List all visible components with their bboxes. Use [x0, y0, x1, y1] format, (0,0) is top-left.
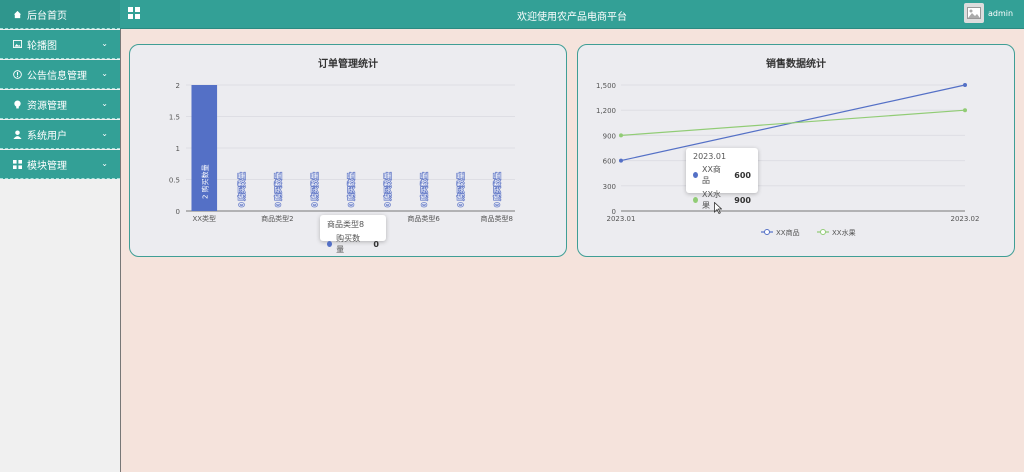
y-tick-label: 1 — [176, 145, 180, 153]
sales-chart-title: 销售数据统计 — [766, 59, 826, 70]
chevron-down-icon: ⌄ — [101, 69, 108, 78]
user-icon — [12, 129, 22, 139]
bulb-icon — [12, 99, 22, 109]
data-point[interactable] — [619, 133, 623, 138]
y-tick-label: 1,200 — [596, 107, 616, 115]
bar-tooltip-series: 购买数量 — [336, 234, 361, 254]
legend-marker-icon[interactable] — [820, 229, 826, 235]
sales-line-chart: 0 300 600 900 1,200 1,500 2023.01 2023.02 XX商品 XX… — [596, 82, 980, 237]
sidebar-item-label: 模块管理 — [27, 160, 67, 172]
data-point[interactable] — [619, 158, 623, 163]
bar-value-label: 0 购买数量 — [273, 172, 282, 207]
bar-tooltip-title: 商品类型8 — [327, 220, 365, 229]
x-tick-label: XX类型 — [192, 214, 216, 223]
sidebar-item-label: 轮播图 — [27, 40, 57, 52]
sidebar-item-5[interactable]: 模块管理 ⌄ — [0, 150, 120, 179]
sidebar-item-label: 后台首页 — [27, 10, 67, 22]
line-tooltip-name-1: XX商品 — [701, 165, 721, 185]
bar-value-label: 0 购买数量 — [493, 172, 502, 207]
line-tooltip: 2023.01 XX商品 600 XX水果 900 — [686, 148, 758, 210]
username[interactable]: admin — [988, 9, 1014, 18]
bar-value-label: 0 购买数量 — [347, 172, 356, 207]
bar-value-label: 0 购买数量 — [456, 172, 465, 207]
bar[interactable] — [191, 85, 218, 211]
sidebar-item-0[interactable]: 后台首页 — [0, 0, 120, 29]
chevron-down-icon: ⌄ — [101, 39, 108, 48]
image-icon — [12, 39, 22, 49]
y-tick-label: 600 — [603, 158, 616, 166]
info-circle-icon — [12, 69, 22, 79]
y-tick-label: 0 — [176, 208, 180, 216]
sidebar-item-label: 系统用户 — [27, 130, 67, 142]
avatar[interactable] — [964, 3, 984, 23]
home-icon — [12, 9, 22, 19]
line-tooltip-title: 2023.01 — [693, 152, 727, 161]
data-point[interactable] — [963, 83, 967, 87]
sidebar-item-4[interactable]: 系统用户 ⌄ — [0, 120, 120, 149]
order-bar-chart: 0 0.5 1 1.5 2 2 购买数量 0 购买数量 0 购买数量 0 购买数量 0 购买数量 0… — [169, 82, 515, 223]
y-tick-label: 1,500 — [596, 82, 616, 90]
x-tick-label: 2023.02 — [951, 215, 980, 223]
sidebar-item-label: 公告信息管理 — [27, 70, 87, 82]
series-dot-icon — [693, 197, 698, 203]
line-tooltip-value-1: 600 — [734, 170, 751, 180]
sidebar-item-3[interactable]: 资源管理 ⌄ — [0, 90, 120, 119]
chevron-down-icon: ⌄ — [101, 99, 108, 108]
series-dot-icon — [693, 172, 698, 178]
y-tick-label: 0.5 — [169, 177, 180, 185]
bar-tooltip: 商品类型8 购买数量 0 — [320, 215, 386, 254]
sales-stats-card: 销售数据统计 0 300 600 900 1,200 1,500 2023.01 2023.0… — [577, 44, 1015, 257]
legend-label[interactable]: XX商品 — [776, 228, 800, 237]
legend-marker-icon[interactable] — [764, 229, 770, 235]
chevron-down-icon: ⌄ — [101, 159, 108, 168]
x-tick-label: 商品类型6 — [407, 214, 440, 223]
y-tick-label: 300 — [603, 183, 616, 191]
sidebar-item-1[interactable]: 轮播图 ⌄ — [0, 30, 120, 59]
bar-value-label: 0 购买数量 — [383, 172, 392, 207]
line-tooltip-value-2: 900 — [734, 195, 751, 205]
x-tick-label: 商品类型8 — [480, 214, 512, 223]
x-tick-label: 2023.01 — [607, 215, 636, 223]
bar-value-label: 0 购买数量 — [420, 172, 429, 207]
grid-icon — [12, 159, 22, 169]
mouse-cursor-icon — [714, 202, 722, 214]
menu-toggle-icon[interactable] — [128, 7, 140, 19]
order-chart-title: 订单管理统计 — [318, 59, 378, 70]
x-tick-label: 商品类型2 — [261, 214, 293, 223]
bar-value-label: 0 购买数量 — [237, 172, 246, 207]
series-dot-icon — [327, 241, 333, 247]
top-header: 欢迎使用农产品电商平台 admin — [120, 0, 1024, 29]
legend-label[interactable]: XX水果 — [832, 228, 856, 237]
y-tick-label: 0 — [612, 208, 616, 216]
bar-value-label: 0 购买数量 — [310, 172, 319, 207]
y-tick-label: 900 — [603, 132, 616, 140]
data-point[interactable] — [963, 108, 967, 113]
line-tooltip-name-2: XX水果 — [701, 190, 721, 210]
series-line[interactable] — [620, 109, 966, 136]
sidebar-item-2[interactable]: 公告信息管理 ⌄ — [0, 60, 120, 89]
bar-value-label: 2 购买数量 — [200, 164, 209, 199]
image-placeholder-icon — [967, 7, 981, 19]
sidebar-menu: 后台首页轮播图 ⌄ 公告信息管理 ⌄ 资源管理 ⌄ 系统用户 ⌄ 模块管理 ⌄ — [0, 0, 120, 179]
sidebar-item-label: 资源管理 — [27, 100, 67, 112]
y-tick-label: 1.5 — [169, 114, 180, 122]
y-tick-label: 2 — [176, 82, 180, 90]
sidebar: 后台首页轮播图 ⌄ 公告信息管理 ⌄ 资源管理 ⌄ 系统用户 ⌄ 模块管理 ⌄ — [0, 0, 121, 472]
order-stats-card: 订单管理统计 0 0.5 1 1.5 2 2 购买数量 0 购买数量 0 购买数量 0 购买数量… — [129, 44, 567, 257]
page-title: 欢迎使用农产品电商平台 — [517, 12, 627, 23]
bar-tooltip-value: 0 — [373, 239, 379, 249]
chevron-down-icon: ⌄ — [101, 129, 108, 138]
